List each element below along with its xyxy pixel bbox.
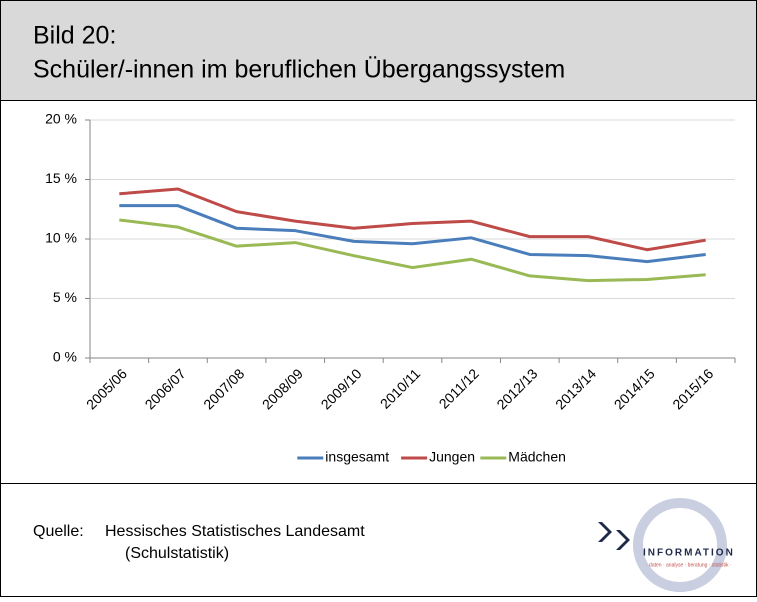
legend-label: insgesamt: [325, 449, 389, 465]
logo-chevron: [598, 522, 612, 542]
y-tick-label: 20 %: [45, 111, 77, 127]
source-line: (Schulstatistik): [125, 545, 229, 562]
series-line: [119, 204, 706, 264]
header-band: [0, 0, 757, 101]
source-line: Hessisches Statistisches Landesamt: [105, 523, 365, 540]
header-label: Bild 20:: [33, 22, 116, 50]
logo-chevron: [616, 530, 630, 550]
logo: INFORMATION · daten · analyse · beratung…: [598, 498, 735, 592]
legend-label: Jungen: [429, 449, 475, 465]
logo-ring: [633, 498, 727, 592]
y-tick-label: 0 %: [53, 349, 77, 365]
logo-text: INFORMATION: [643, 548, 735, 559]
logo-tagline: · daten · analyse · beratung · statistik…: [646, 562, 732, 568]
header-title: Schüler/-innen im beruflichen Übergangss…: [33, 56, 565, 84]
y-tick-label: 5 %: [53, 289, 77, 305]
y-tick-label: 10 %: [45, 230, 77, 246]
source-label: Quelle:: [33, 523, 84, 540]
series-line: [119, 218, 706, 283]
y-tick-label: 15 %: [45, 170, 77, 186]
series-line: [119, 187, 706, 252]
legend-label: Mädchen: [508, 449, 566, 465]
